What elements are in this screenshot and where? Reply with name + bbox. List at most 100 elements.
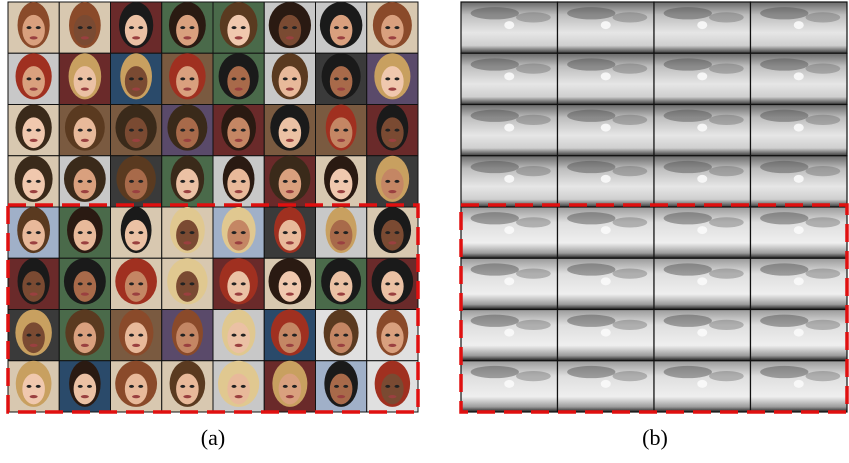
face-image [8,258,59,309]
face [330,374,353,405]
face [176,374,199,405]
eye [241,77,246,80]
eye [129,385,134,388]
eye [78,77,83,80]
face-image [162,258,213,309]
face-image [59,2,110,53]
mouth [388,36,396,39]
eye [334,385,339,388]
map-highlight [504,21,514,29]
face [176,66,199,97]
eye [87,282,92,285]
mouth [286,36,294,39]
eye [394,334,399,337]
eye [232,231,237,234]
eye [385,334,390,337]
map-shade [664,110,712,122]
face-image [367,258,418,309]
eye [343,180,348,183]
mouth [286,241,294,244]
mouth [30,36,38,39]
face [74,15,97,46]
mouth [81,293,89,296]
mouth [337,395,345,398]
map-shade [709,217,744,227]
face-image [316,105,367,156]
map-shade [613,217,648,227]
face [279,322,302,353]
mouth [337,139,345,142]
map-shade [760,315,808,327]
eye [241,334,246,337]
mouth [183,344,191,347]
eye [138,282,143,285]
map-shade [760,7,808,19]
map-image [461,105,558,156]
mouth [81,190,89,193]
eye [87,231,92,234]
map-highlight [504,226,514,234]
map-shade [664,7,712,19]
map-shade [567,263,615,275]
map-highlight [697,175,707,183]
map-image [558,53,655,104]
mouth [337,88,345,91]
eye [78,26,83,29]
face [74,220,97,251]
eye [180,282,185,285]
eye [189,77,194,80]
map-shade [664,58,712,70]
mouth [30,241,38,244]
mouth [286,190,294,193]
face [22,374,45,405]
map-shade [567,366,615,378]
map-shade [613,115,648,125]
face-image [264,105,315,156]
face-image [264,361,315,412]
face [279,66,302,97]
map-shade [613,371,648,381]
mouth [286,293,294,296]
face [381,271,404,302]
eye [232,77,237,80]
eye [36,385,41,388]
face-image [316,53,367,104]
face [22,322,45,353]
figure: (a) (b) [0,0,849,463]
map-shade [709,269,744,279]
map-highlight [697,124,707,132]
map-highlight [697,277,707,285]
map-image [461,156,558,207]
map-image [751,105,848,156]
face-image [59,361,110,412]
eye [241,385,246,388]
eye [292,129,297,132]
eye [27,180,32,183]
face [279,169,302,200]
face-image [162,156,213,207]
face-image [264,53,315,104]
eye [394,385,399,388]
eye [189,385,194,388]
eye [385,26,390,29]
face [381,117,404,148]
mouth [183,190,191,193]
eye [180,334,185,337]
eye [87,385,92,388]
map-image [751,258,848,309]
face [74,374,97,405]
face-image [316,2,367,53]
eye [78,334,83,337]
mouth [183,395,191,398]
face-image [367,310,418,361]
map-shade [516,115,551,125]
face [22,15,45,46]
face-image [367,361,418,412]
eye [180,26,185,29]
face [22,271,45,302]
eye [241,26,246,29]
eye [394,231,399,234]
face-image [213,105,264,156]
eye [36,282,41,285]
eye [283,334,288,337]
